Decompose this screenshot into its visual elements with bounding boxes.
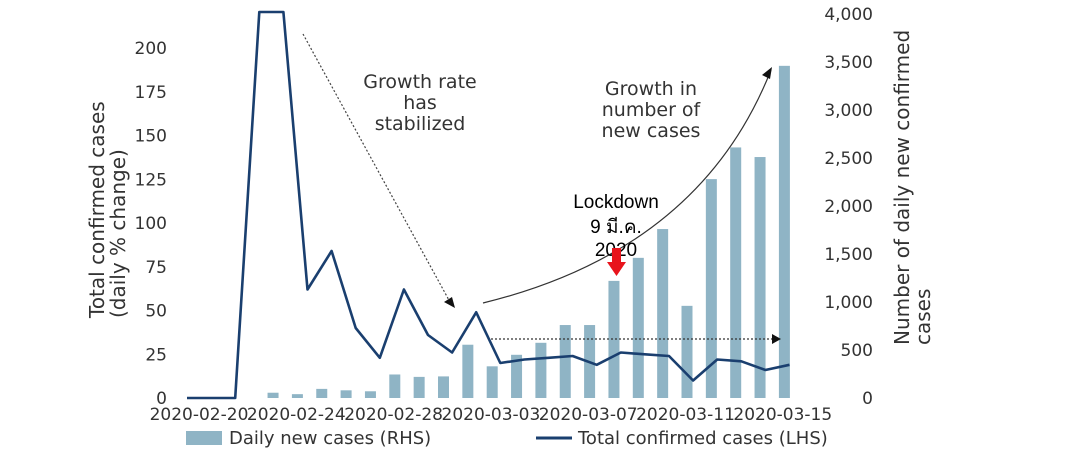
- left-tick-label: 175: [135, 83, 167, 103]
- legend: Daily new cases (RHS) Total confirmed ca…: [186, 428, 828, 449]
- annotation-growth-cases-line3: new cases: [602, 120, 701, 142]
- line-series: [187, 10, 790, 400]
- bar: [462, 344, 474, 398]
- right-axis-title-line2: cases: [911, 289, 935, 345]
- bar: [657, 229, 669, 398]
- bar: [267, 392, 279, 398]
- right-tick-label: 3,000: [824, 101, 873, 121]
- dotted-arrow-head: [444, 297, 455, 308]
- annotation-growth-cases-line1: Growth in: [605, 78, 697, 100]
- right-tick-label: 2,000: [824, 197, 873, 217]
- legend-bar-label: Daily new cases (RHS): [229, 428, 431, 449]
- left-tick-label: 125: [135, 170, 167, 190]
- left-axis-title: Total confirmed cases (daily % change): [85, 95, 130, 319]
- left-axis-ticks: 0 25 50 75 100 125 150 175 200: [135, 39, 167, 409]
- lockdown-label: Lockdown: [573, 192, 659, 213]
- right-tick-label: 1,000: [824, 293, 873, 313]
- left-tick-label: 25: [145, 345, 167, 365]
- left-tick-label: 75: [145, 258, 167, 278]
- x-tick-label: 2020-02-28: [344, 405, 443, 425]
- x-axis-ticks: 2020-02-202020-02-242020-02-282020-03-03…: [150, 405, 833, 425]
- line-path: [187, 10, 790, 400]
- annotation-growth-rate: Growth rate has stabilized: [302, 33, 477, 308]
- x-tick-label: 2020-02-20: [150, 405, 249, 425]
- growth-curve-arrow-head: [762, 67, 772, 79]
- bar-series: [267, 65, 790, 398]
- lockdown-arrow-shaft: [612, 248, 621, 263]
- left-tick-label: 200: [135, 39, 167, 59]
- bar: [608, 280, 620, 398]
- dotted-arrow-line: [302, 33, 451, 303]
- left-axis-title-line2: (daily % change): [106, 149, 130, 318]
- bar: [486, 366, 498, 398]
- legend-line-label: Total confirmed cases (LHS): [577, 428, 828, 449]
- left-tick-label: 100: [135, 214, 167, 234]
- left-axis-title-line1: Total confirmed cases: [85, 101, 109, 319]
- x-tick-label: 2020-03-15: [733, 405, 832, 425]
- annotation-growth-rate-line2: has: [403, 92, 437, 114]
- lockdown-arrow-icon: [607, 262, 626, 276]
- bar: [438, 376, 449, 398]
- bar: [754, 157, 766, 398]
- bar: [559, 325, 571, 398]
- bar: [511, 354, 523, 398]
- bar: [535, 342, 547, 398]
- bar: [316, 388, 328, 398]
- annotation-growth-cases: Growth in number of new cases: [482, 67, 772, 304]
- bar: [291, 394, 303, 398]
- right-tick-label: 2,500: [824, 149, 873, 169]
- right-tick-label: 4,000: [824, 5, 873, 25]
- legend-bar-swatch: [186, 431, 222, 445]
- baseline-arrow-head: [772, 334, 781, 344]
- annotation-growth-cases-line2: number of: [602, 99, 702, 121]
- right-tick-label: 0: [862, 389, 873, 409]
- right-axis-ticks: 0 500 1,000 1,500 2,000 2,500 3,000 3,500 4,000: [824, 5, 873, 409]
- annotation-growth-rate-line1: Growth rate: [363, 71, 476, 93]
- bar: [705, 179, 717, 398]
- right-tick-label: 500: [841, 341, 873, 361]
- bar: [778, 65, 790, 398]
- x-tick-label: 2020-03-11: [636, 405, 735, 425]
- bar: [632, 257, 644, 398]
- annotation-growth-rate-line3: stabilized: [375, 113, 466, 135]
- bar: [681, 305, 693, 398]
- bar: [364, 391, 376, 398]
- left-tick-label: 0: [156, 389, 167, 409]
- left-tick-label: 150: [135, 127, 167, 147]
- right-axis-title-line1: Number of daily new confirmed: [890, 30, 914, 345]
- bar: [389, 374, 401, 398]
- right-tick-label: 3,500: [824, 53, 873, 73]
- right-tick-label: 1,500: [824, 245, 873, 265]
- x-tick-label: 2020-02-24: [247, 405, 346, 425]
- lockdown-annotation: Lockdown 9 มี.ค. 2020: [573, 192, 659, 276]
- bar: [730, 147, 742, 398]
- growth-curve-arrow: [482, 69, 772, 304]
- annotation-baseline-arrow: [491, 334, 781, 344]
- bar: [340, 390, 352, 398]
- x-tick-label: 2020-03-03: [442, 405, 541, 425]
- left-tick-label: 50: [145, 302, 167, 322]
- x-tick-label: 2020-03-07: [539, 405, 638, 425]
- right-axis-title: Number of daily new confirmed cases: [890, 23, 935, 345]
- bar: [413, 376, 425, 398]
- lockdown-date: 9 มี.ค.: [590, 216, 642, 238]
